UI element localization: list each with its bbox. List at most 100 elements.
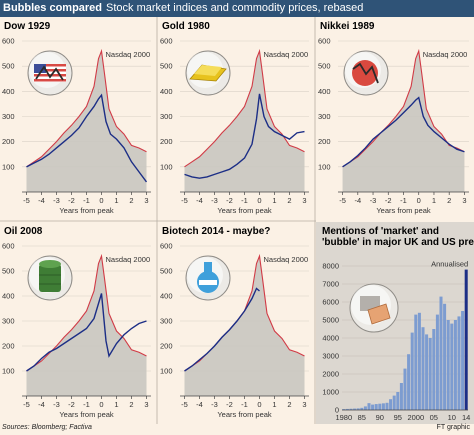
nasdaq-line <box>26 253 147 372</box>
x-tick-label: 3 <box>302 400 306 409</box>
x-tick-label: 1 <box>432 196 436 205</box>
panel-title: Oil 2008 <box>4 226 43 237</box>
x-tick-label: 1 <box>272 400 276 409</box>
nasdaq-label: Nasdaq 2000 <box>264 255 309 264</box>
header-title: Bubbles compared <box>3 2 103 14</box>
y-tick-label: 500 <box>160 267 173 276</box>
bar <box>461 311 465 410</box>
flag-canton <box>34 64 46 73</box>
header-subtitle: Stock market indices and commodity price… <box>106 2 364 14</box>
x-tick-label: -5 <box>181 196 188 205</box>
y-tick-label: 100 <box>160 367 173 376</box>
nasdaq-line <box>26 48 147 168</box>
nasdaq-area <box>342 51 465 192</box>
x-tick-label: 2 <box>287 400 291 409</box>
bar <box>385 402 389 410</box>
nasdaq-area <box>26 256 147 396</box>
x-tick-label: 3 <box>462 196 466 205</box>
bar <box>356 408 360 410</box>
x-tick-label: 1 <box>272 196 276 205</box>
bar <box>443 303 447 410</box>
chart-panel: Gold 1980 100 200 300 400 500 600 Nasdaq 2000 -5… <box>160 21 309 215</box>
y-tick-label: 200 <box>160 342 173 351</box>
bar <box>363 406 367 410</box>
x-tick-label: -1 <box>241 400 248 409</box>
bar <box>399 383 403 410</box>
flask-ball-icon <box>185 255 231 301</box>
bar <box>428 338 432 410</box>
y-tick-label: 1000 <box>322 388 339 397</box>
bar <box>421 327 425 410</box>
bar <box>464 269 468 410</box>
y-tick-label: 500 <box>318 62 331 71</box>
bar <box>407 354 411 410</box>
bar <box>450 323 454 410</box>
x-tick-label: 95 <box>394 413 402 422</box>
panel-title: 'bubble' in major UK and US press <box>322 237 474 248</box>
x-tick-label: 0 <box>257 400 261 409</box>
y-tick-label: 300 <box>2 112 15 121</box>
x-tick-label: 2 <box>447 196 451 205</box>
bar <box>389 399 393 410</box>
x-tick-label: -4 <box>38 400 45 409</box>
annotation-label: Annualised <box>431 260 468 269</box>
y-tick-label: 600 <box>160 242 173 251</box>
oil-barrel-ball-icon <box>27 255 73 301</box>
x-axis-label: Years from peak <box>376 206 431 215</box>
x-axis-label: Years from peak <box>59 410 114 419</box>
source-note: Sources: Bloomberg; Factiva <box>2 424 92 431</box>
flag-stripe <box>34 79 66 82</box>
panel-title: Dow 1929 <box>4 21 51 32</box>
barrel-body <box>39 264 61 292</box>
flask-neck <box>204 262 212 274</box>
flag-stripe <box>34 69 66 72</box>
bar <box>378 403 382 410</box>
dow-chart-ball-icon <box>27 50 73 96</box>
bar <box>360 407 364 410</box>
y-tick-label: 100 <box>318 162 331 171</box>
y-tick-label: 300 <box>2 317 15 326</box>
x-tick-label: -2 <box>226 196 233 205</box>
bar <box>439 296 443 410</box>
x-tick-label: 0 <box>417 196 421 205</box>
y-tick-label: 600 <box>160 37 173 46</box>
x-tick-label: 10 <box>448 413 456 422</box>
x-axis-label: Years from peak <box>59 206 114 215</box>
x-tick-label: 3 <box>144 400 148 409</box>
bar <box>403 368 407 410</box>
header-bar: Bubbles compared Stock market indices and… <box>0 0 474 17</box>
y-tick-label: 600 <box>2 242 15 251</box>
nasdaq-label: Nasdaq 2000 <box>423 50 468 59</box>
y-tick-label: 200 <box>2 137 15 146</box>
nasdaq-line <box>184 48 305 168</box>
x-tick-label: -1 <box>83 196 90 205</box>
panel-title: Gold 1980 <box>162 21 210 32</box>
y-tick-label: 200 <box>160 137 173 146</box>
y-tick-label: 2000 <box>322 370 339 379</box>
y-tick-label: 100 <box>2 367 15 376</box>
bar <box>371 404 375 410</box>
y-tick-label: 400 <box>160 292 173 301</box>
newspaper-ball-icon <box>349 283 399 333</box>
bar <box>367 403 371 410</box>
bar <box>410 332 414 410</box>
x-tick-label: -5 <box>23 196 30 205</box>
gold-bar-ball-icon <box>185 50 231 96</box>
x-tick-label: -1 <box>83 400 90 409</box>
y-tick-label: 400 <box>2 87 15 96</box>
bar <box>414 314 418 410</box>
x-tick-label: 90 <box>376 413 384 422</box>
y-tick-label: 400 <box>160 87 173 96</box>
panel-title: Mentions of 'market' and <box>322 226 439 237</box>
trend-line-icon <box>35 65 64 81</box>
x-tick-label: -5 <box>339 196 346 205</box>
y-tick-label: 600 <box>318 37 331 46</box>
y-tick-label: 100 <box>2 162 15 171</box>
x-axis-label: Years from peak <box>217 410 272 419</box>
x-tick-label: -1 <box>400 196 407 205</box>
nasdaq-area <box>26 51 147 192</box>
bar <box>435 314 439 410</box>
